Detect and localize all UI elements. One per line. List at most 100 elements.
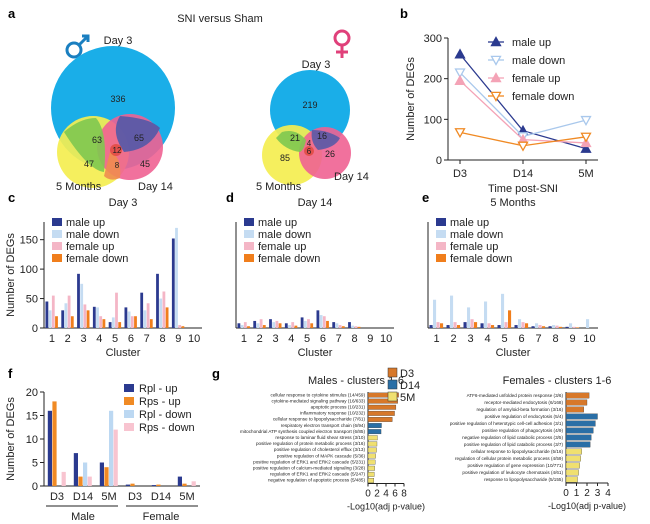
legend-swatch [124, 423, 134, 431]
bar [565, 399, 588, 406]
bar [565, 420, 596, 427]
bar [109, 410, 114, 486]
bar [73, 453, 78, 486]
x-axis-title: Cluster [106, 347, 141, 359]
bar [565, 413, 598, 420]
y-axis-title: Number of DEGs [5, 397, 17, 481]
x-tick-label: 3 [467, 333, 473, 345]
bar [177, 476, 182, 486]
bar [175, 227, 178, 328]
x-tick-label: 0 [365, 489, 371, 500]
female-venn-label-day14: Day 14 [334, 171, 369, 183]
bar [548, 326, 552, 328]
bar [115, 292, 118, 328]
group-label: Female [143, 511, 180, 523]
legend-label: female up [258, 241, 306, 253]
chart-title: 5 Months [490, 197, 536, 209]
bar [52, 401, 57, 486]
bar [457, 325, 461, 328]
x-tick-label: 10 [380, 333, 392, 345]
data-point [517, 141, 529, 152]
bar [565, 476, 578, 483]
bar [367, 429, 382, 435]
bar [104, 467, 109, 486]
legend-swatch [436, 254, 446, 262]
bar [77, 273, 80, 328]
panel-label-d: d [226, 190, 234, 205]
x-tick-label: 6 [392, 489, 398, 500]
y-tick-label: 10 [26, 434, 38, 446]
bar [259, 319, 263, 328]
legend-label: 5M [400, 392, 415, 404]
line-chart-b: 0 100 200 300 D3 D14 5M Time post-SNI Number of … [405, 33, 598, 195]
female-venn-count-d3-only: 219 [302, 100, 317, 110]
panel-label-c: c [8, 190, 15, 205]
x-tick-label: 1 [241, 333, 247, 345]
legend-label: female down [512, 91, 574, 103]
bar [474, 322, 478, 328]
x-tick-label: 10 [188, 333, 200, 345]
bar [47, 410, 52, 486]
legend-label: Rpl - down [139, 409, 192, 421]
legend-label: male up [66, 217, 105, 229]
male-venn-label-day14: Day 14 [138, 181, 173, 193]
x-tick-label: 7 [144, 333, 150, 345]
bar [102, 319, 106, 328]
x-tick-label: 3 [272, 333, 278, 345]
bar [535, 323, 539, 328]
term-label: respiratory electron transport chain (6/… [281, 423, 366, 428]
bar [367, 423, 382, 428]
term-label: regulation of amyloid-beta formation (3/… [476, 407, 563, 412]
bar [576, 327, 580, 328]
bar [341, 326, 345, 328]
bar [247, 326, 250, 328]
bar [559, 326, 563, 328]
bar [48, 310, 52, 328]
legend-label: female down [450, 253, 512, 265]
venn-panel: SNI versus Sham Day 3 336 63 65 12 47 8 … [51, 13, 369, 193]
venn-title: SNI versus Sham [177, 13, 263, 25]
bar [542, 326, 546, 328]
bar [300, 317, 304, 328]
x-axis-title: Time post-SNI [488, 183, 558, 195]
x-tick-label: 8 [401, 489, 407, 500]
term-label: positive regulation of ERK1 and ERK2 cas… [253, 459, 365, 464]
female-venn-count-d3-d14: 16 [317, 131, 327, 141]
x-tick-label: 7 [336, 333, 342, 345]
term-label: positive regulation of cholesterol efflu… [274, 447, 366, 452]
data-point [580, 142, 592, 153]
x-tick-label: D3 [453, 168, 467, 180]
data-point [454, 68, 466, 79]
bar [51, 295, 55, 328]
bar [367, 392, 399, 398]
legend-label: male down [512, 55, 565, 67]
bar [436, 322, 440, 328]
data-point [580, 115, 592, 126]
term-label: positive regulation of leukocyte chemota… [462, 470, 563, 475]
legend-label: male up [450, 217, 489, 229]
bar [338, 325, 342, 328]
bar [262, 325, 266, 328]
bar [367, 417, 393, 422]
bar [118, 322, 122, 328]
x-axis-title: -Log10(adj p-value) [548, 501, 626, 511]
male-symbol-icon [65, 34, 90, 59]
bar [322, 316, 326, 328]
legend-swatch [244, 254, 254, 262]
panel-label-g: g [212, 366, 220, 381]
x-tick-label: 5M [179, 491, 194, 503]
legend-label: male down [258, 229, 311, 241]
bar [134, 316, 137, 328]
legend-swatch [244, 218, 254, 226]
bar [156, 484, 161, 486]
bar [291, 322, 295, 328]
x-axis-title: -Log10(adj p-value) [347, 502, 425, 512]
bar [497, 325, 501, 328]
bar [429, 325, 433, 328]
bar [565, 441, 591, 448]
x-tick-label: 2 [65, 333, 71, 345]
bar [525, 323, 529, 328]
female-venn-count-d3-m5: 21 [290, 133, 300, 143]
